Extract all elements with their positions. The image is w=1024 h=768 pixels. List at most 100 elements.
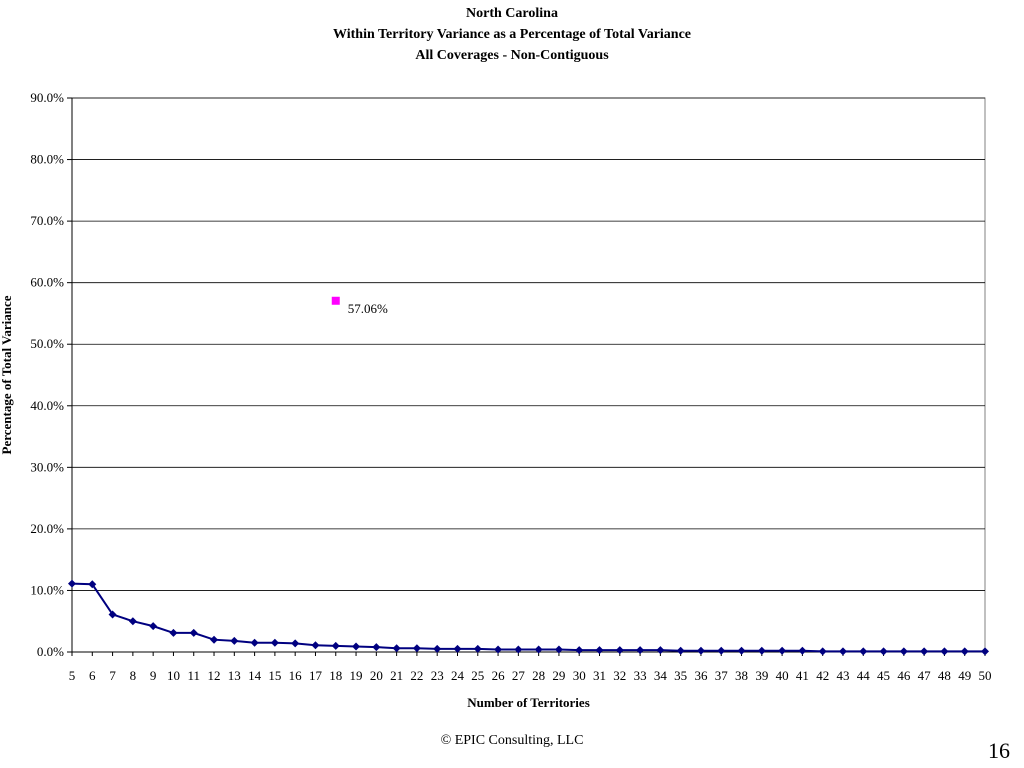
data-point-marker <box>838 647 847 656</box>
data-point-marker <box>68 579 76 588</box>
data-point-marker <box>737 646 746 655</box>
data-point-marker <box>575 646 584 655</box>
data-point-marker <box>453 644 462 653</box>
data-point-marker <box>554 645 563 654</box>
data-point-marker <box>960 647 969 656</box>
y-tick-label: 70.0% <box>30 213 64 228</box>
x-tick-label: 34 <box>654 668 668 683</box>
x-tick-label: 41 <box>796 668 809 683</box>
y-tick-label: 90.0% <box>30 90 64 105</box>
data-point-marker <box>392 644 401 653</box>
x-tick-label: 14 <box>248 668 262 683</box>
x-tick-label: 23 <box>431 668 444 683</box>
x-tick-label: 36 <box>694 668 708 683</box>
data-point-marker <box>291 639 300 648</box>
x-tick-label: 25 <box>471 668 484 683</box>
data-point-marker <box>859 647 868 656</box>
data-point-marker <box>352 642 361 651</box>
data-point-marker <box>230 636 239 645</box>
data-point-marker <box>940 647 949 656</box>
x-tick-label: 29 <box>552 668 565 683</box>
data-point-marker <box>534 645 543 654</box>
x-tick-label: 49 <box>958 668 971 683</box>
x-tick-label: 26 <box>492 668 506 683</box>
x-tick-label: 50 <box>979 668 992 683</box>
x-tick-label: 43 <box>836 668 849 683</box>
data-point-marker <box>210 635 219 644</box>
x-tick-label: 33 <box>634 668 647 683</box>
x-tick-label: 42 <box>816 668 829 683</box>
y-tick-label: 80.0% <box>30 152 64 167</box>
x-axis-label: Number of Territories <box>467 695 590 710</box>
x-tick-label: 13 <box>228 668 241 683</box>
x-tick-label: 39 <box>755 668 768 683</box>
x-tick-label: 21 <box>390 668 403 683</box>
x-tick-label: 44 <box>857 668 871 683</box>
data-point-marker <box>757 646 766 655</box>
y-tick-label: 50.0% <box>30 336 64 351</box>
highlight-point-label: 57.06% <box>348 301 388 316</box>
chart-title-line-3: All Coverages - Non-Contiguous <box>415 48 609 63</box>
highlight-point-marker <box>331 296 340 305</box>
x-tick-label: 5 <box>69 668 76 683</box>
data-point-marker <box>169 628 178 637</box>
x-tick-label: 32 <box>613 668 626 683</box>
chart-title-line-2: Within Territory Variance as a Percentag… <box>332 27 692 42</box>
data-point-marker <box>595 646 604 655</box>
x-tick-label: 6 <box>89 668 96 683</box>
x-tick-label: 30 <box>573 668 586 683</box>
data-point-marker <box>250 638 259 647</box>
data-point-marker <box>331 641 340 650</box>
data-point-marker <box>778 646 787 655</box>
data-point-marker <box>108 610 117 619</box>
x-tick-label: 17 <box>309 668 323 683</box>
data-point-marker <box>88 580 97 589</box>
data-point-marker <box>696 646 705 655</box>
data-point-marker <box>879 647 888 656</box>
x-tick-label: 48 <box>938 668 951 683</box>
x-tick-label: 7 <box>109 668 116 683</box>
y-tick-label: 30.0% <box>30 459 64 474</box>
data-point-marker <box>899 647 908 656</box>
data-point-marker <box>615 646 624 655</box>
x-tick-label: 20 <box>370 668 383 683</box>
y-tick-label: 40.0% <box>30 398 64 413</box>
x-tick-label: 31 <box>593 668 606 683</box>
x-tick-label: 15 <box>268 668 281 683</box>
x-tick-label: 27 <box>512 668 526 683</box>
data-point-marker <box>149 622 158 631</box>
y-tick-label: 20.0% <box>30 521 64 536</box>
data-point-marker <box>433 644 442 653</box>
data-point-marker <box>798 646 807 655</box>
x-tick-label: 46 <box>897 668 911 683</box>
x-tick-label: 8 <box>130 668 137 683</box>
chart-title-line-1: North Carolina <box>466 6 558 21</box>
x-tick-label: 45 <box>877 668 890 683</box>
x-tick-label: 22 <box>410 668 423 683</box>
x-tick-label: 47 <box>918 668 932 683</box>
data-point-marker <box>412 644 421 653</box>
data-point-marker <box>270 638 279 647</box>
y-axis-label: Percentage of Total Variance <box>0 295 14 454</box>
data-point-marker <box>514 645 523 654</box>
x-tick-label: 10 <box>167 668 180 683</box>
x-tick-label: 37 <box>715 668 729 683</box>
y-tick-label: 10.0% <box>30 582 64 597</box>
data-point-marker <box>981 647 989 656</box>
data-point-marker <box>494 645 503 654</box>
copyright-footer: © EPIC Consulting, LLC <box>440 733 584 748</box>
data-point-marker <box>473 644 482 653</box>
plot-area <box>71 97 986 653</box>
page-number: 16 <box>988 738 1010 763</box>
x-tick-label: 28 <box>532 668 545 683</box>
series-line <box>71 582 985 653</box>
data-point-marker <box>636 646 645 655</box>
x-tick-label: 24 <box>451 668 465 683</box>
x-tick-label: 38 <box>735 668 748 683</box>
data-point-marker <box>128 617 137 626</box>
x-tick-label: 40 <box>776 668 789 683</box>
data-point-marker <box>920 647 929 656</box>
x-tick-label: 35 <box>674 668 687 683</box>
x-tick-label: 12 <box>208 668 221 683</box>
